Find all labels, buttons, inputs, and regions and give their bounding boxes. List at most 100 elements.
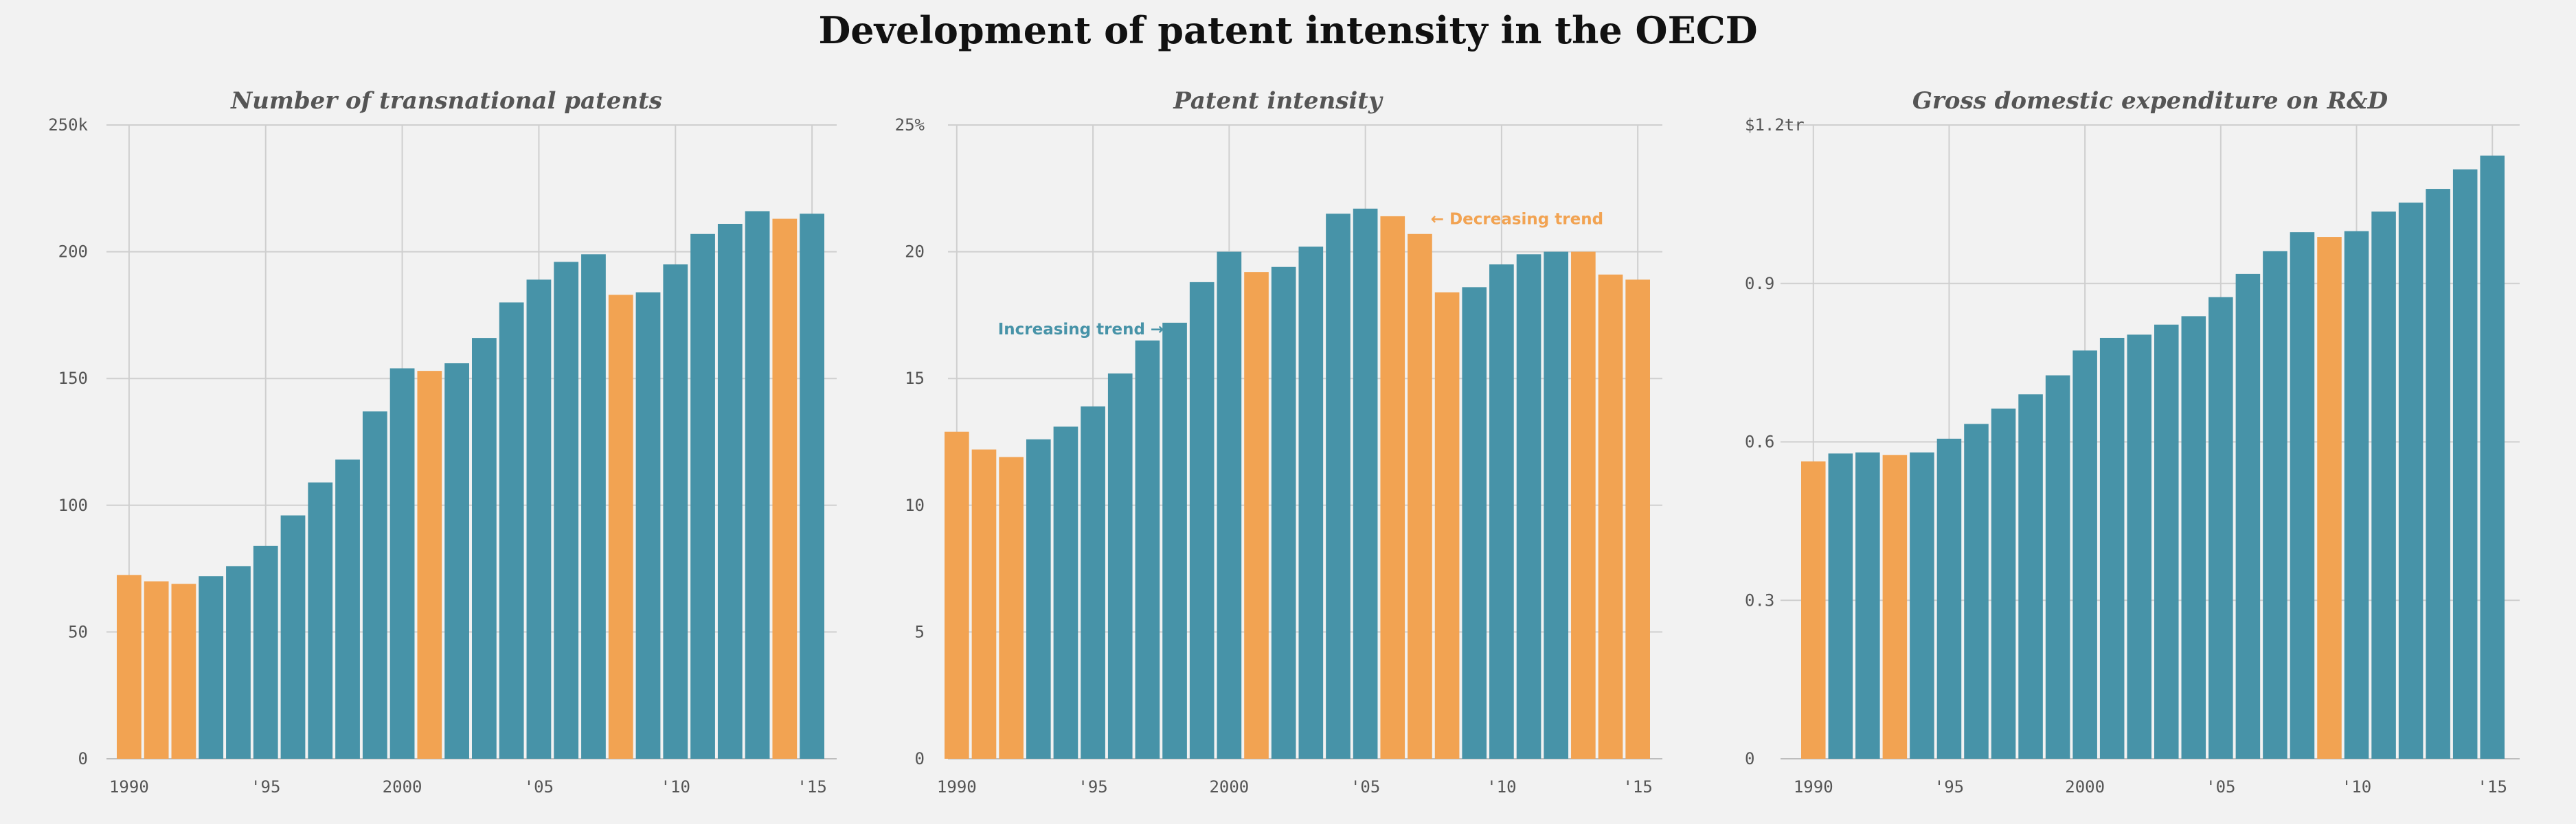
y-tick-label: 0 — [1745, 749, 1754, 768]
bar-2007 — [1408, 233, 1432, 759]
x-tick-label: '05 — [1351, 777, 1380, 797]
bar-1997 — [308, 482, 333, 759]
bar-2011 — [2371, 211, 2396, 759]
x-tick-label: '05 — [2206, 777, 2235, 797]
panel-title: Patent intensity — [1173, 87, 1383, 115]
bar-1992 — [171, 584, 196, 759]
x-tick-label: 2000 — [1209, 777, 1249, 797]
bar-2003 — [2154, 324, 2179, 759]
bar-2006 — [554, 262, 579, 759]
bar-2005 — [526, 279, 552, 759]
bar-2013 — [745, 211, 770, 759]
x-tick-label: '95 — [1934, 777, 1964, 797]
bar-2011 — [1516, 254, 1541, 759]
bar-1998 — [1162, 322, 1187, 759]
bar-1995 — [253, 545, 278, 759]
y-tick-label: 0.6 — [1745, 433, 1774, 452]
bar-2002 — [2127, 334, 2151, 759]
x-tick-label: 2000 — [383, 777, 422, 797]
page-title: Development of patent intensity in the O… — [818, 8, 1758, 52]
bar-2009 — [2317, 237, 2342, 759]
bar-2010 — [2344, 231, 2369, 759]
bar-1990 — [945, 431, 969, 759]
bar-2015 — [1625, 279, 1650, 759]
bar-1990 — [1801, 461, 1826, 759]
bar-2007 — [2263, 251, 2287, 759]
bar-2014 — [1598, 274, 1623, 759]
bar-1996 — [280, 515, 306, 759]
y-tick-label: 25% — [895, 115, 925, 135]
bar-2006 — [2235, 273, 2261, 759]
bar-2002 — [1271, 266, 1296, 759]
bar-1994 — [226, 566, 251, 759]
chart-panel-2: Patent intensity 0 5 10 15 20 25% 1990 '95 2000 '0… — [895, 87, 1662, 797]
bar-2003 — [472, 338, 497, 759]
y-tick-label: 0 — [78, 749, 88, 768]
x-tick-label: '05 — [524, 777, 554, 797]
bar-2005 — [1353, 208, 1378, 759]
bar-2015 — [800, 214, 824, 759]
chart-panel-3: Gross domestic expenditure on R&D 0 0.3 0.6… — [1745, 87, 2520, 797]
bar-1996 — [1964, 424, 1989, 759]
bar-2002 — [444, 363, 469, 759]
bar-2000 — [2072, 350, 2097, 759]
x-tick-label: 1990 — [1794, 777, 1833, 797]
bar-2004 — [499, 302, 524, 759]
bar-2013 — [1571, 251, 1596, 759]
bar-1993 — [1882, 455, 1908, 759]
bar-1998 — [2018, 394, 2043, 759]
bar-1999 — [362, 411, 387, 759]
y-tick-label: 15 — [905, 369, 925, 388]
y-tick-label: 50 — [68, 622, 88, 641]
bar-1992 — [999, 457, 1024, 759]
x-tick-label: 2000 — [2065, 777, 2105, 797]
bar-1991 — [1828, 453, 1853, 759]
bar-2003 — [1298, 247, 1324, 759]
y-tick-label: 200 — [58, 242, 88, 262]
x-tick-label: '95 — [1078, 777, 1107, 797]
x-tick-label: 1990 — [109, 777, 149, 797]
bar-1991 — [144, 581, 169, 759]
bar-1993 — [199, 576, 224, 759]
annotation-increasing-trend: Increasing trend → — [998, 321, 1164, 339]
bar-2013 — [2426, 189, 2450, 759]
bar-1995 — [1081, 406, 1105, 759]
y-tick-label: 0.9 — [1745, 274, 1774, 293]
bar-2001 — [417, 371, 442, 759]
panel-title: Number of transnational patents — [230, 87, 662, 115]
bar-2014 — [2452, 169, 2478, 759]
bar-2010 — [1489, 264, 1514, 759]
bar-2001 — [2099, 337, 2125, 759]
bar-1996 — [1107, 373, 1133, 759]
bar-1997 — [1991, 409, 2016, 759]
bar-1999 — [1189, 282, 1214, 759]
y-tick-label: 250k — [48, 115, 88, 135]
bar-2012 — [717, 223, 743, 759]
bar-2004 — [1326, 214, 1351, 759]
y-tick-label: 10 — [905, 496, 925, 515]
bar-2000 — [389, 368, 415, 759]
y-tick-label: 5 — [915, 622, 925, 641]
x-tick-label: '10 — [1487, 777, 1516, 797]
bar-1990 — [117, 575, 142, 759]
bar-2000 — [1217, 251, 1242, 759]
bar-2010 — [663, 264, 688, 759]
bar-2009 — [635, 292, 661, 759]
x-tick-label: '10 — [2342, 777, 2371, 797]
annotation-decreasing-trend: ← Decreasing trend — [1431, 211, 1603, 229]
x-tick-label: '15 — [2478, 777, 2507, 797]
bar-2007 — [581, 254, 606, 759]
bar-2006 — [1380, 216, 1405, 759]
bar-2014 — [772, 218, 798, 759]
bar-1994 — [1053, 426, 1078, 759]
x-tick-label: '15 — [797, 777, 826, 797]
chart-panel-1: Number of transnational patents 0 50 100 150… — [48, 87, 837, 797]
bar-2012 — [2398, 203, 2424, 759]
y-tick-label: 0 — [915, 749, 925, 768]
y-tick-label: $1.2tr — [1745, 115, 1805, 135]
bar-1993 — [1026, 439, 1051, 759]
y-tick-label: 100 — [58, 496, 88, 515]
x-tick-label: '15 — [1623, 777, 1652, 797]
